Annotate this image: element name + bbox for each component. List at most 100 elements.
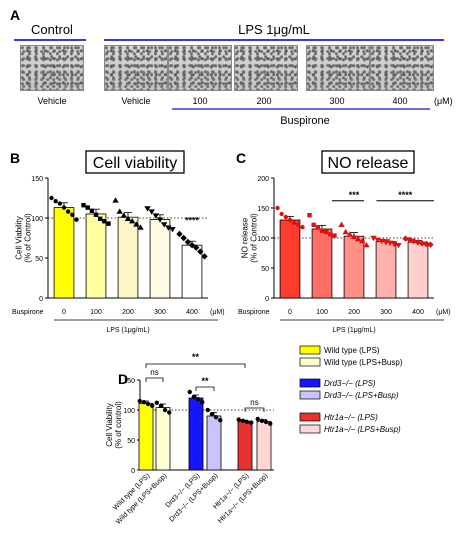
- control-title: Control: [31, 22, 73, 37]
- chart-title-box: [85, 150, 185, 174]
- y-tick-label: 50: [127, 438, 135, 445]
- legend-label: Wild type (LPS+Busp): [324, 358, 403, 367]
- legend-swatch: [299, 412, 321, 422]
- data-point: [323, 229, 329, 235]
- x-tick-label: 200: [122, 309, 134, 316]
- data-point: [195, 397, 201, 402]
- data-point: [97, 216, 103, 221]
- data-point: [89, 208, 95, 213]
- image-label-3: 200: [256, 96, 271, 106]
- image-label-4: 300: [329, 96, 344, 106]
- data-point: [156, 217, 164, 223]
- data-point: [188, 242, 196, 249]
- data-point: [255, 416, 260, 422]
- data-point: [370, 235, 377, 242]
- significance-bracket: [195, 386, 215, 391]
- data-point: [61, 205, 67, 210]
- buspirone-label: Buspirone: [280, 115, 330, 127]
- data-point: [291, 220, 297, 226]
- image-label-5: 400: [392, 96, 407, 106]
- panel-c-letter: C: [236, 150, 246, 166]
- row-label: Buspirone: [12, 309, 44, 316]
- data-point: [74, 217, 79, 222]
- x-tick-label: 100: [316, 309, 328, 316]
- chart-title: NO release: [328, 155, 409, 172]
- significance-label: ns: [250, 398, 258, 407]
- legend-label: Drd3−/− (LPS+Busp): [324, 391, 399, 400]
- significance-bracket: [244, 407, 265, 412]
- data-point: [328, 232, 333, 237]
- data-point: [70, 212, 75, 217]
- x-tick-label: 0: [288, 309, 292, 316]
- y-axis-label: (% of Control): [250, 213, 259, 263]
- data-point: [236, 417, 241, 422]
- data-point: [180, 234, 187, 242]
- data-point: [300, 225, 305, 230]
- data-point: [263, 419, 269, 425]
- bar: [188, 397, 204, 471]
- y-tick-label: 200: [257, 176, 269, 183]
- x-tick-label: 0: [62, 309, 66, 316]
- bar: [206, 415, 222, 471]
- image-label-0: Vehicle: [37, 96, 66, 106]
- y-axis-label: (% of Control): [24, 213, 33, 263]
- data-point: [427, 241, 434, 248]
- data-point: [124, 215, 132, 221]
- x-tick-label: 400: [412, 309, 424, 316]
- panel-a-letter: A: [10, 7, 20, 23]
- significance-bracket: [145, 363, 246, 368]
- micrograph-busp-200: [234, 45, 298, 91]
- y-axis-label: Cell Viability: [15, 216, 24, 259]
- row-label: Buspirone: [238, 309, 270, 316]
- data-point: [283, 214, 289, 220]
- image-unit: (μM): [434, 96, 453, 106]
- data-point: [332, 233, 337, 238]
- data-point: [112, 197, 119, 203]
- x-unit-label: (μM): [436, 309, 451, 316]
- legend-swatch: [299, 378, 321, 388]
- lps-title: LPS 1μg/mL: [238, 22, 310, 37]
- data-point: [85, 205, 90, 210]
- x-tick-label: 300: [154, 309, 166, 316]
- y-tick-label: 0: [39, 296, 43, 303]
- data-point: [275, 205, 280, 211]
- bar: [155, 407, 171, 471]
- significance-label: ****: [398, 190, 413, 200]
- data-point: [191, 394, 197, 399]
- data-point: [359, 237, 366, 244]
- data-point: [49, 195, 54, 201]
- x-axis-label: LPS (1μg/mL): [106, 327, 149, 334]
- panel-b-letter: B: [10, 150, 20, 166]
- data-point: [346, 231, 354, 237]
- data-point: [137, 224, 144, 230]
- data-point: [259, 418, 265, 423]
- data-point: [209, 412, 215, 417]
- bar: [237, 420, 253, 471]
- data-point: [410, 237, 418, 245]
- micrograph-control-vehicle: [20, 45, 84, 91]
- data-point: [133, 221, 140, 227]
- x-tick-label: 400: [186, 309, 198, 316]
- y-tick-label: 100: [123, 408, 135, 415]
- y-tick-label: 100: [31, 216, 43, 223]
- data-point: [287, 217, 293, 223]
- data-point: [160, 222, 168, 228]
- data-point: [342, 228, 349, 235]
- y-tick-label: 0: [131, 468, 135, 475]
- legend-swatch: [299, 390, 321, 400]
- data-point: [307, 213, 312, 218]
- data-point: [57, 201, 63, 206]
- data-point: [350, 233, 358, 239]
- data-point: [187, 389, 192, 395]
- x-axis-label: LPS (1μg/mL): [332, 327, 375, 334]
- data-point: [279, 211, 284, 217]
- data-point: [363, 242, 370, 248]
- chart-title: Cell viability: [93, 155, 177, 172]
- significance-label: ns: [150, 368, 158, 377]
- y-axis-label: Cell Viability: [105, 403, 114, 446]
- bar: [138, 402, 154, 471]
- legend-swatch: [299, 357, 321, 367]
- image-label-2: 100: [192, 96, 207, 106]
